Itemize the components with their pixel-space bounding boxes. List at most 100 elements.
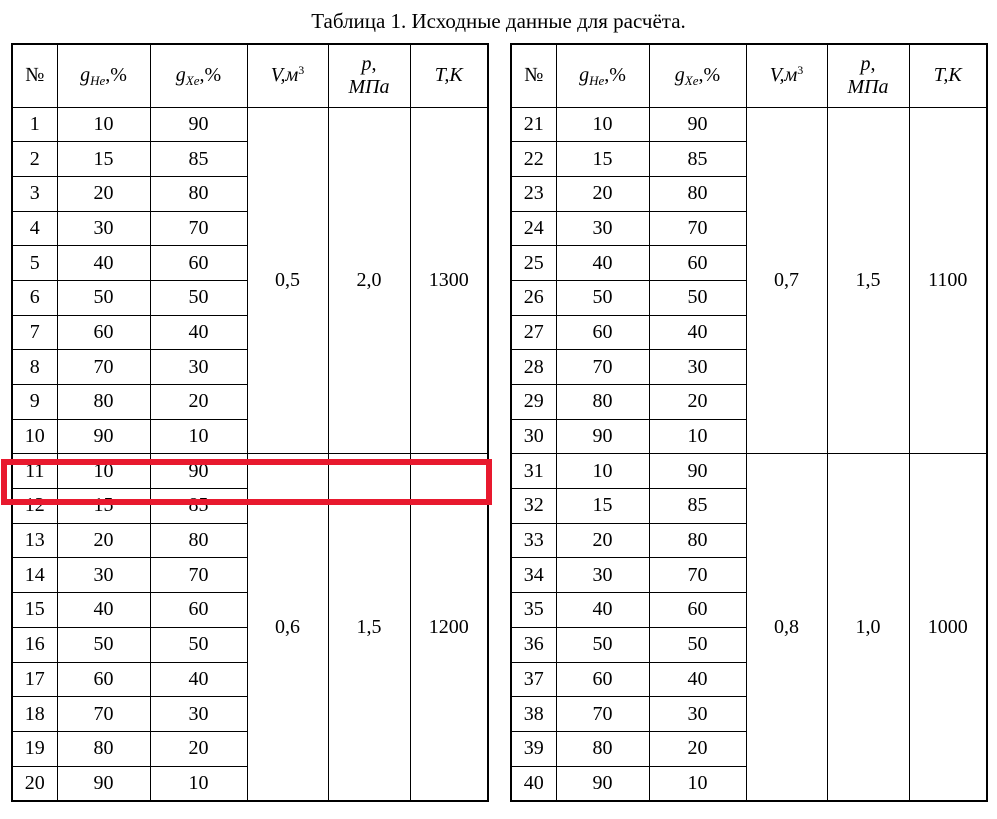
table-row-27: 27 60 40 [510, 314, 987, 351]
table-row-12: 12 15 85 [11, 488, 488, 524]
cell-ghe-12: 15 [56, 488, 151, 524]
table-row-33: 33 20 80 [510, 522, 987, 559]
table-row-15: 15 40 60 [11, 592, 488, 628]
table-row-31: 31 10 90 0,8 1,0 1000 [510, 453, 988, 802]
cell-num-16: 16 [11, 626, 58, 663]
cell-gxe-20: 10 [149, 765, 248, 802]
cell-num-10: 10 [11, 418, 58, 455]
cell-gxe-14: 70 [149, 557, 248, 594]
table-row-22: 22 15 85 [510, 141, 987, 177]
cell-gxe-3: 80 [149, 175, 248, 212]
cell-ghe-7: 60 [56, 314, 151, 351]
cell-ghe-2: 15 [56, 141, 151, 177]
table-row-34: 34 30 70 [510, 557, 987, 594]
cell-gxe-13: 80 [149, 522, 248, 559]
cell-num-27: 27 [510, 314, 557, 351]
cell-ghe-35: 40 [555, 592, 650, 628]
cell-ghe-22: 15 [555, 141, 650, 177]
cell-num-12: 12 [11, 488, 58, 524]
cell-num-17: 17 [11, 661, 58, 698]
data-table-left: № gHe,% gXe,% V,м3 p, МПа T,К 1 10 90 0,5 2,0 1300 2 1… [11, 43, 489, 802]
cell-num-20: 20 [11, 765, 58, 802]
col-header-num: № [11, 43, 58, 108]
cell-ghe-21: 10 [555, 106, 650, 143]
cell-num-25: 25 [510, 245, 557, 281]
table-row-21: 21 10 90 0,7 1,5 1100 [510, 106, 988, 455]
cell-num-30: 30 [510, 418, 557, 455]
table-row-14: 14 30 70 [11, 557, 488, 594]
table-row-8: 8 70 30 [11, 349, 488, 385]
cell-num-3: 3 [11, 175, 58, 212]
cell-ghe-4: 30 [56, 210, 151, 247]
cell-ghe-19: 80 [56, 730, 151, 767]
cell-gxe-23: 80 [648, 175, 747, 212]
col-header-p: p, МПа [327, 43, 411, 108]
cell-t-block1-variants-21-40: 1100 [908, 106, 988, 455]
cell-num-15: 15 [11, 592, 58, 628]
cell-gxe-36: 50 [648, 626, 747, 663]
cell-v-block2-variants-21-40: 0,8 [745, 453, 828, 802]
cell-gxe-32: 85 [648, 488, 747, 524]
cell-t-block2-variants-1-20: 1200 [409, 453, 489, 802]
cell-gxe-19: 20 [149, 730, 248, 767]
cell-ghe-31: 10 [555, 453, 650, 490]
table-row-11: 11 10 90 0,6 1,5 1200 [11, 453, 489, 802]
cell-num-36: 36 [510, 626, 557, 663]
table-row-6: 6 50 50 [11, 279, 488, 316]
col-header-gxe: gXe,% [648, 43, 747, 108]
cell-num-21: 21 [510, 106, 557, 143]
cell-ghe-1: 10 [56, 106, 151, 143]
cell-ghe-20: 90 [56, 765, 151, 802]
cell-num-37: 37 [510, 661, 557, 698]
cell-t-block1-variants-1-20: 1300 [409, 106, 489, 455]
cell-v-block2-variants-1-20: 0,6 [246, 453, 329, 802]
cell-gxe-22: 85 [648, 141, 747, 177]
table-row-13: 13 20 80 [11, 522, 488, 559]
cell-num-6: 6 [11, 279, 58, 316]
cell-num-39: 39 [510, 730, 557, 767]
cell-gxe-40: 10 [648, 765, 747, 802]
cell-ghe-5: 40 [56, 245, 151, 281]
cell-num-11: 11 [11, 453, 58, 490]
table-row-17: 17 60 40 [11, 661, 488, 698]
header-row: № gHe,% gXe,% V,м3 p, МПа T,К [510, 43, 988, 108]
cell-gxe-39: 20 [648, 730, 747, 767]
col-header-num: № [510, 43, 557, 108]
table-row-26: 26 50 50 [510, 279, 987, 316]
col-header-t: T,К [409, 43, 489, 108]
cell-num-32: 32 [510, 488, 557, 524]
cell-ghe-36: 50 [555, 626, 650, 663]
cell-ghe-15: 40 [56, 592, 151, 628]
cell-num-5: 5 [11, 245, 58, 281]
table-row-10: 10 90 10 [11, 418, 488, 455]
cell-gxe-37: 40 [648, 661, 747, 698]
cell-num-35: 35 [510, 592, 557, 628]
table-row-18: 18 70 30 [11, 696, 488, 732]
table-row-37: 37 60 40 [510, 661, 987, 698]
table-row-2: 2 15 85 [11, 141, 488, 177]
cell-ghe-38: 70 [555, 696, 650, 732]
cell-ghe-16: 50 [56, 626, 151, 663]
cell-num-23: 23 [510, 175, 557, 212]
cell-gxe-28: 30 [648, 349, 747, 385]
cell-ghe-6: 50 [56, 279, 151, 316]
col-header-ghe: gHe,% [555, 43, 650, 108]
cell-ghe-32: 15 [555, 488, 650, 524]
table-row-19: 19 80 20 [11, 730, 488, 767]
cell-num-19: 19 [11, 730, 58, 767]
table-row-39: 39 80 20 [510, 730, 987, 767]
cell-ghe-26: 50 [555, 279, 650, 316]
cell-p-block1-variants-21-40: 1,5 [826, 106, 910, 455]
cell-gxe-11: 90 [149, 453, 248, 490]
cell-ghe-39: 80 [555, 730, 650, 767]
cell-v-block1-variants-21-40: 0,7 [745, 106, 828, 455]
table-row-20: 20 90 10 [11, 765, 488, 802]
col-header-v: V,м3 [246, 43, 329, 108]
cell-ghe-40: 90 [555, 765, 650, 802]
cell-ghe-23: 20 [555, 175, 650, 212]
table-caption: Таблица 1. Исходные данные для расчёта. [311, 9, 686, 33]
cell-ghe-34: 30 [555, 557, 650, 594]
cell-gxe-5: 60 [149, 245, 248, 281]
cell-num-18: 18 [11, 696, 58, 732]
cell-num-13: 13 [11, 522, 58, 559]
